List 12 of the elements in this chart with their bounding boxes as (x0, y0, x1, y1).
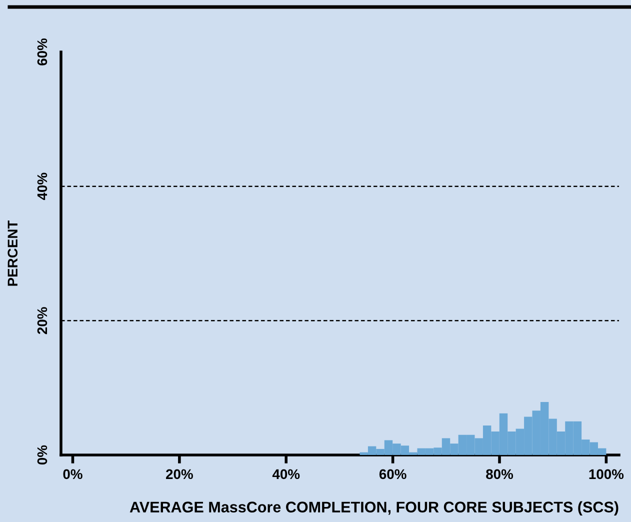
x-axis-title: AVERAGE MassCore COMPLETION, FOUR CORE SUBJECTS (SCS) (130, 501, 618, 516)
y-tick-label: 20% (37, 307, 48, 334)
y-tick-label: 60% (37, 38, 48, 66)
x-tick-label: 80% (486, 469, 514, 480)
x-tick-label: 40% (272, 469, 300, 480)
x-tick-label: 60% (379, 469, 406, 480)
y-tick-label: 40% (37, 172, 48, 200)
x-tick-label: 20% (166, 469, 193, 480)
x-tick-label: 0% (63, 469, 82, 480)
y-tick-label: 0% (37, 445, 48, 464)
x-tick-label: 100% (589, 469, 624, 480)
y-axis-title: PERCENT (8, 220, 18, 286)
